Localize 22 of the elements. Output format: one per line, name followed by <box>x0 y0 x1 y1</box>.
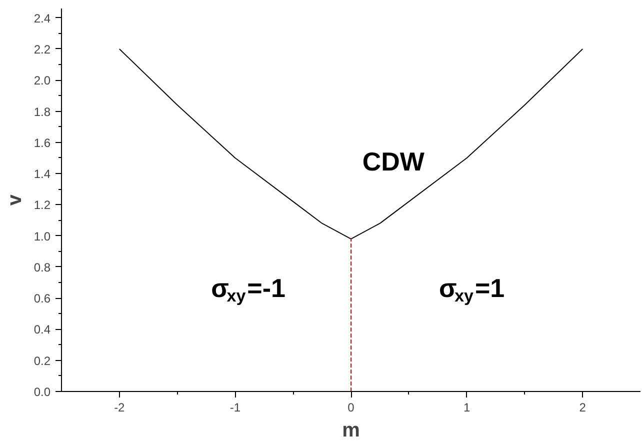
y-tick-label: 1.0 <box>34 229 51 244</box>
x-tick-label: -1 <box>230 400 241 414</box>
x-tick-label: 1 <box>463 400 470 414</box>
y-tick-label: 2.0 <box>34 74 51 88</box>
y-tick-label: 2.2 <box>34 42 51 56</box>
x-tick-label: 0 <box>348 400 355 414</box>
y-tick-label: 1.8 <box>34 104 51 119</box>
annotation: CDW <box>362 146 425 177</box>
y-axis-title: v <box>4 194 26 206</box>
y-tick-label: 1.4 <box>34 167 51 182</box>
y-tick-label: 0.8 <box>34 260 51 274</box>
y-tick-label: 0.2 <box>34 354 51 368</box>
x-tick-label: -2 <box>114 400 126 414</box>
y-tick-label: 1.6 <box>34 136 51 150</box>
y-tick-label: 1.2 <box>34 198 51 212</box>
y-tick-label: 2.4 <box>34 11 51 26</box>
x-axis-title: m <box>342 420 360 442</box>
y-tick-label: 0.0 <box>34 385 51 399</box>
x-tick-label: 2 <box>579 400 586 414</box>
y-tick-label: 0.4 <box>34 322 51 337</box>
y-tick-label: 0.6 <box>34 292 51 306</box>
line-series <box>118 48 584 240</box>
